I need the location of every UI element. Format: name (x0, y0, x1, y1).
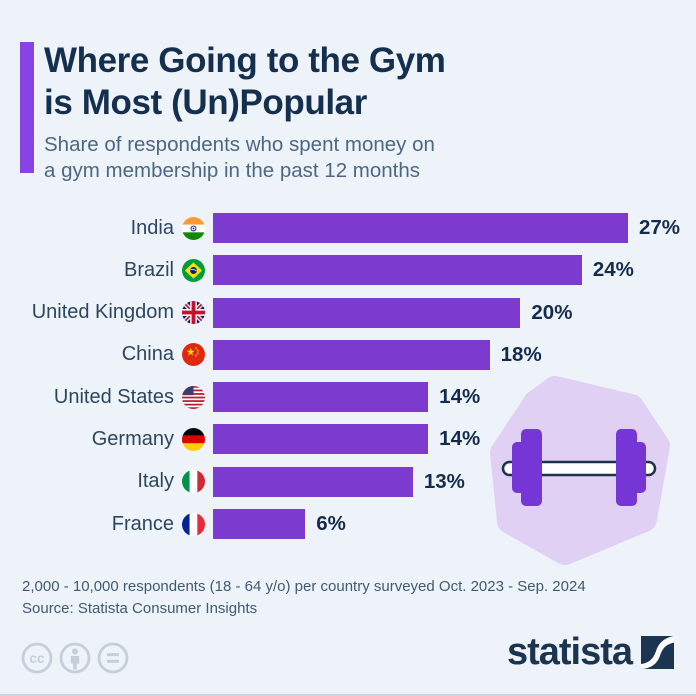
country-label: Germany (91, 427, 174, 450)
row-label: France (0, 512, 205, 536)
row-label: United Kingdom (0, 301, 205, 325)
bar-row-united-kingdom: United Kingdom 20% (0, 297, 696, 328)
survey-note: 2,000 - 10,000 respondents (18 - 64 y/o)… (22, 578, 586, 595)
bar (213, 382, 429, 413)
value-label: 14% (439, 385, 481, 409)
bar-row-india: India 27% (0, 213, 696, 243)
statista-wordmark: statista (506, 631, 633, 673)
dumbbell-icon (490, 376, 670, 565)
cc-icon: cc (20, 641, 54, 675)
bar (213, 255, 582, 286)
bar-row-germany: Germany 14% (0, 424, 696, 455)
country-label: France (111, 512, 174, 535)
value-label: 24% (592, 258, 634, 282)
row-label: India (0, 216, 205, 240)
title-line-1: Where Going to the Gym (44, 41, 446, 80)
statista-branding: statista (507, 632, 674, 672)
value-label: 14% (439, 427, 481, 451)
equal-icon (96, 641, 130, 675)
cc-license-badges: cc (20, 641, 130, 675)
bar-row-united-states: United States 14% (0, 382, 696, 413)
china-flag-icon (182, 343, 205, 367)
bar-row-italy: Italy 13% (0, 466, 696, 497)
dumbbell-illustration (483, 368, 693, 580)
title-accent-bar (20, 42, 34, 173)
row-label: Brazil (0, 258, 205, 282)
italy-flag-icon (182, 470, 205, 494)
germany-flag-icon (182, 427, 205, 451)
svg-text:cc: cc (29, 651, 45, 666)
statista-logo-icon (641, 635, 674, 669)
value-label: 6% (316, 512, 346, 536)
bar (213, 424, 429, 455)
country-label: United States (53, 385, 174, 408)
row-label: China (0, 343, 205, 367)
row-label: Germany (0, 427, 205, 451)
value-label: 27% (639, 216, 681, 239)
country-label: United Kingdom (31, 301, 174, 324)
country-label: Italy (137, 470, 174, 493)
france-flag-icon (182, 512, 205, 536)
bar-row-brazil: Brazil 24% (0, 255, 696, 286)
united-kingdom-flag-icon (182, 301, 205, 325)
value-label: 13% (423, 469, 465, 493)
united-states-flag-icon (182, 385, 205, 409)
bar (213, 213, 628, 243)
bar (213, 466, 413, 497)
country-label: Brazil (123, 258, 174, 281)
bar (213, 297, 521, 328)
country-label: India (130, 216, 174, 239)
india-flag-icon (182, 216, 205, 240)
attribution-icon (58, 641, 92, 675)
row-label: United States (0, 385, 205, 409)
bar (213, 509, 306, 540)
subtitle-line-2: a gym membership in the past 12 months (44, 159, 421, 182)
bottom-edge-line (0, 694, 696, 696)
page-title: Where Going to the Gym is Most (Un)Popul… (44, 40, 446, 124)
bar (213, 339, 490, 370)
source-note: Source: Statista Consumer Insights (22, 600, 258, 617)
bar-row-china: China 18% (0, 339, 696, 370)
value-label: 18% (500, 342, 542, 366)
value-label: 20% (531, 300, 573, 324)
bar-chart: India 27% Brazil 24% United Kingdom (0, 213, 696, 551)
page-subtitle: Share of respondents who spent money on … (44, 132, 435, 184)
bar-row-france: France 6% (0, 509, 696, 540)
brazil-flag-icon (182, 258, 205, 282)
country-label: China (121, 343, 174, 366)
title-line-2: is Most (Un)Popular (44, 83, 367, 122)
row-label: Italy (0, 470, 205, 494)
subtitle-line-1: Share of respondents who spent money on (44, 133, 435, 156)
